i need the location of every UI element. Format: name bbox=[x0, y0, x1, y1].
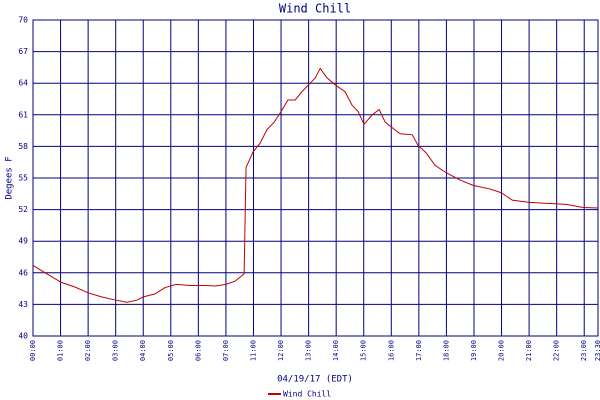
x-tick-label: 23:30 bbox=[594, 340, 600, 361]
y-axis-label: Degees F bbox=[5, 156, 15, 199]
y-tick-label: 49 bbox=[18, 237, 28, 246]
x-tick-label: 06:00 bbox=[194, 340, 202, 361]
x-tick-label: 23:00 bbox=[580, 340, 588, 361]
y-tick-label: 46 bbox=[18, 268, 28, 277]
x-axis-label: 04/19/17 (EDT) bbox=[277, 375, 353, 385]
x-tick-label: 02:00 bbox=[84, 340, 92, 361]
x-tick-label: 07:00 bbox=[222, 340, 230, 361]
x-tick-label: 19:00 bbox=[470, 340, 478, 361]
x-tick-label: 13:00 bbox=[305, 340, 313, 361]
x-tick-label: 03:00 bbox=[112, 340, 120, 361]
y-tick-label: 58 bbox=[18, 142, 28, 151]
x-tick-label: 16:00 bbox=[387, 340, 395, 361]
y-tick-label: 40 bbox=[18, 332, 28, 341]
y-tick-label: 52 bbox=[18, 205, 28, 214]
y-tick-label: 43 bbox=[18, 300, 28, 309]
data-line bbox=[32, 67, 599, 303]
y-tick-label: 61 bbox=[18, 110, 28, 119]
x-tick-label: 01:00 bbox=[57, 340, 65, 361]
x-tick-label: 12:00 bbox=[277, 340, 285, 361]
y-tick-label: 64 bbox=[18, 79, 28, 88]
x-tick-label: 05:00 bbox=[167, 340, 175, 361]
x-tick-label: 14:00 bbox=[332, 340, 340, 361]
x-tick-label: 11:00 bbox=[249, 340, 257, 361]
x-tick-label: 20:00 bbox=[498, 340, 506, 361]
x-tick-label: 00:00 bbox=[29, 340, 37, 361]
y-tick-label: 70 bbox=[18, 16, 28, 25]
legend-label: Wind Chill bbox=[283, 390, 331, 399]
y-tick-label: 67 bbox=[18, 47, 28, 56]
x-tick-label: 21:00 bbox=[525, 340, 533, 361]
x-tick-label: 18:00 bbox=[442, 340, 450, 361]
chart-title: Wind Chill bbox=[279, 2, 351, 16]
x-tick-label: 17:00 bbox=[415, 340, 423, 361]
x-tick-label: 04:00 bbox=[139, 340, 147, 361]
x-tick-label: 15:00 bbox=[360, 340, 368, 361]
x-tick-label: 22:00 bbox=[553, 340, 561, 361]
y-tick-label: 55 bbox=[18, 174, 28, 183]
